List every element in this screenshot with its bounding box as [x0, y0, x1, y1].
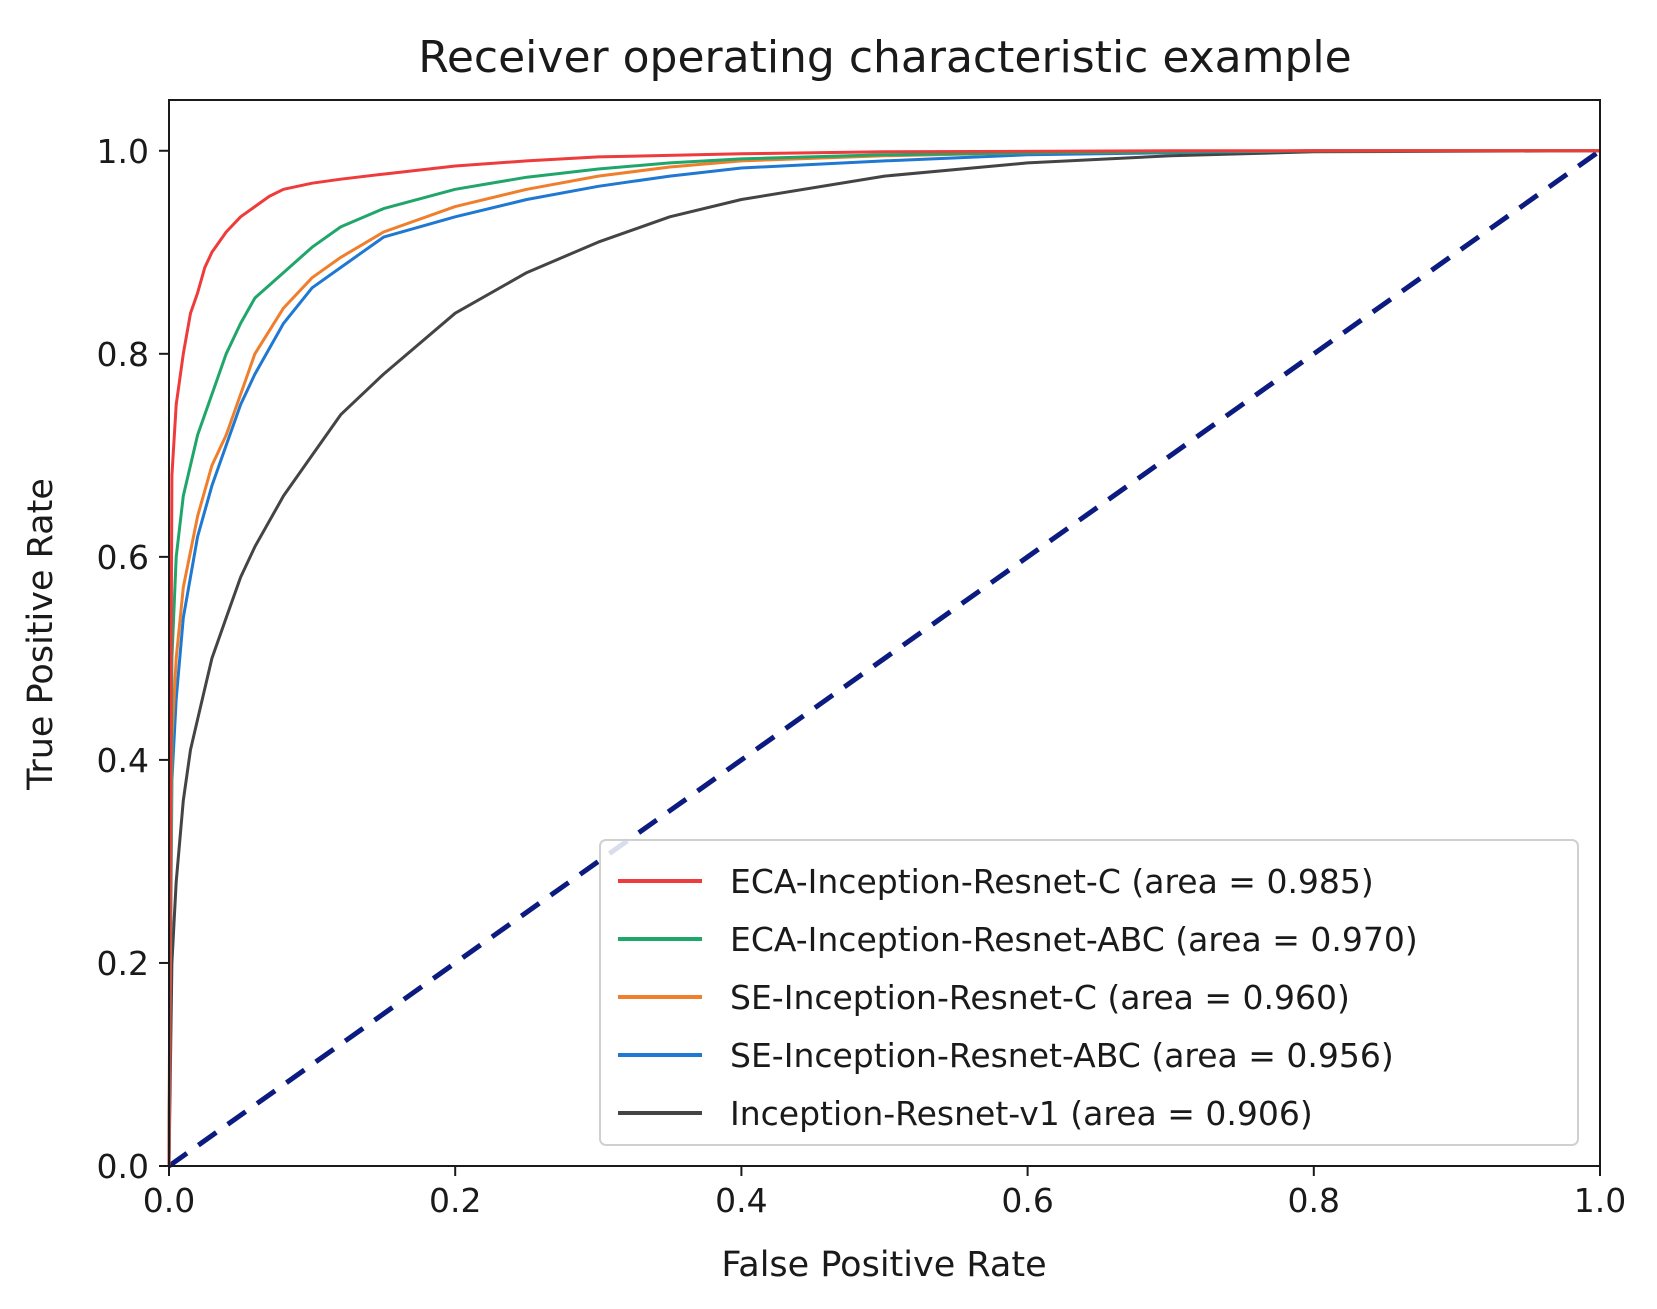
y-tick-label: 0.8 [97, 335, 149, 374]
y-tick-label: 0.0 [97, 1147, 149, 1186]
x-tick-label: 0.0 [143, 1181, 195, 1220]
x-tick-label: 0.2 [429, 1181, 481, 1220]
y-tick-label: 0.6 [97, 538, 149, 577]
y-tick-label: 0.4 [97, 741, 149, 780]
legend-box [599, 839, 1579, 1146]
series-line-4 [167, 149, 1601, 1167]
x-tick-label: 1.0 [1574, 1181, 1626, 1220]
y-tick-label: 0.2 [97, 944, 149, 983]
chart-title: Receiver operating characteristic exampl… [418, 32, 1351, 83]
legend-label-3: SE-Inception-Resnet-ABC (area = 0.956) [730, 1036, 1394, 1075]
plot-frame [168, 99, 1601, 1167]
x-tick-label: 0.6 [1001, 1181, 1053, 1220]
legend-label-0: ECA-Inception-Resnet-C (area = 0.985) [730, 862, 1374, 901]
y-tick-label: 1.0 [97, 132, 149, 171]
x-tick-label: 0.8 [1288, 1181, 1340, 1220]
chance-diagonal-line [167, 148, 1602, 1169]
series-layer [167, 148, 1602, 1169]
series-line-0 [167, 149, 1600, 1167]
x-axis-ticks: 0.0 0.2 0.4 0.6 0.8 1.0 [143, 1166, 1626, 1220]
legend-label-1: ECA-Inception-Resnet-ABC (area = 0.970) [730, 920, 1418, 959]
legend-label-2: SE-Inception-Resnet-C (area = 0.960) [730, 978, 1350, 1017]
series-line-3 [167, 149, 1600, 1167]
y-axis-label: True Positive Rate [21, 478, 61, 791]
legend-label-4: Inception-Resnet-v1 (area = 0.906) [730, 1094, 1313, 1133]
y-axis-ticks: 0.0 0.2 0.4 0.6 0.8 1.0 [97, 132, 169, 1186]
series-line-1 [167, 149, 1600, 1167]
x-axis-label: False Positive Rate [721, 1245, 1046, 1285]
x-tick-label: 0.4 [715, 1181, 767, 1220]
legend: ECA-Inception-Resnet-C (area = 0.985) ECA… [599, 839, 1579, 1146]
